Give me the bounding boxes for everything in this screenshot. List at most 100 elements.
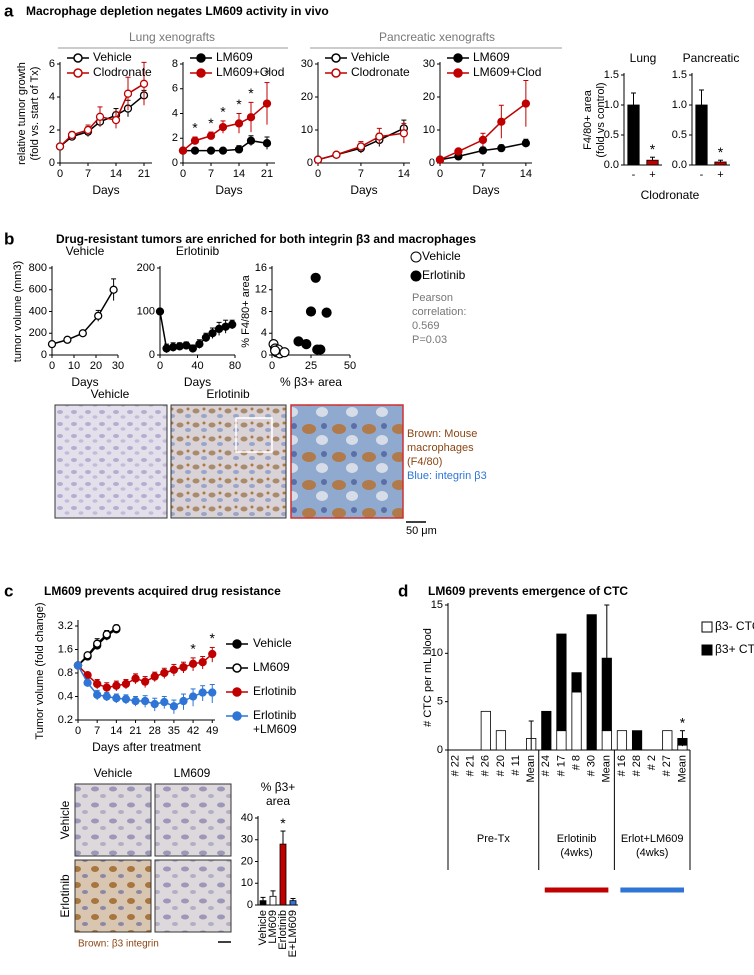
x-tick-label: 0 — [315, 168, 321, 180]
y-tick-label: 4 — [49, 91, 55, 103]
x-tick-label: 14 — [110, 168, 122, 180]
data-point — [313, 155, 323, 164]
image-legend: Brown: Mouse — [407, 428, 477, 440]
data-point — [83, 651, 92, 660]
data-point — [332, 150, 341, 159]
x-tick-label: # 26 — [480, 755, 492, 776]
data-point — [321, 307, 332, 318]
data-point — [155, 307, 165, 316]
data-point — [206, 131, 216, 140]
significance: * — [208, 115, 214, 131]
panel-title: Macrophage depletion negates LM609 activ… — [26, 4, 329, 18]
x-tick-label: + — [717, 169, 723, 181]
data-point — [478, 135, 488, 145]
bar — [269, 895, 277, 906]
panel-letter: c — [4, 581, 13, 600]
y-axis-label: tumor volume (mm3) — [12, 261, 24, 362]
x-tick-label: # 21 — [465, 755, 477, 776]
x-tick-label: 14 — [110, 725, 122, 737]
data-point — [270, 345, 281, 356]
x-axis-label: Days — [215, 183, 242, 197]
x-tick-label: # 28 — [631, 755, 643, 776]
histology-image — [154, 783, 232, 857]
y-tick-label: 12 — [255, 284, 267, 296]
data-point — [188, 344, 197, 353]
data-point — [93, 690, 102, 699]
bar — [646, 159, 659, 166]
bar — [571, 672, 582, 693]
image-caption: Brown: β3 integrin — [78, 939, 159, 950]
significance: * — [718, 144, 724, 160]
bar — [556, 730, 567, 751]
data-point — [315, 344, 326, 355]
data-point — [305, 306, 317, 317]
significance: * — [190, 641, 196, 657]
panel-title: LM609 prevents acquired drug resistance — [44, 584, 281, 598]
histology-image — [74, 783, 152, 857]
y-tick-label: 600 — [29, 284, 47, 296]
legend-marker — [232, 663, 242, 673]
legend-label: Clodronate — [351, 65, 410, 79]
y-tick-label: 0.5 — [672, 129, 687, 141]
legend-label: Erlotinib +LM609 — [253, 708, 297, 736]
bar — [480, 710, 491, 751]
data-point — [179, 663, 188, 672]
legend-marker — [232, 711, 242, 721]
data-point — [234, 119, 244, 128]
legend-label: Clodronate — [93, 65, 152, 79]
x-tick-label: 7 — [85, 168, 91, 180]
data-point — [83, 125, 93, 135]
x-tick-label: 14 — [520, 168, 532, 180]
y-tick-label: 100 — [137, 305, 155, 317]
group-label: Erlot+LM609 — [621, 833, 684, 845]
data-point — [179, 696, 188, 706]
image-label: Vehicle — [91, 387, 130, 401]
significance: * — [220, 104, 226, 120]
bar — [541, 710, 552, 751]
x-axis-label: Days — [184, 375, 211, 389]
data-point — [208, 649, 217, 659]
y-tick-label: 4 — [172, 107, 178, 119]
data-point — [55, 142, 65, 151]
data-point — [169, 702, 179, 711]
significance: * — [650, 141, 656, 157]
y-tick-label: 0 — [149, 349, 155, 361]
data-point — [95, 112, 105, 121]
legend-label: LM609 — [473, 50, 510, 64]
bar — [631, 730, 643, 751]
x-tick-label: 7 — [94, 725, 100, 737]
x-tick-label: # 30 — [586, 755, 598, 776]
y-tick-label: 6 — [49, 58, 55, 70]
y-tick-label: 0 — [41, 349, 47, 361]
y-tick-label: 8 — [172, 58, 178, 70]
data-point — [168, 343, 178, 352]
legend-label: Vehicle — [351, 50, 390, 64]
y-axis-label: % F4/80+ area — [240, 274, 252, 347]
data-point — [63, 335, 72, 344]
x-tick-label: - — [700, 169, 704, 181]
data-point — [190, 136, 200, 145]
chart-title: Vehicle — [66, 244, 105, 258]
group-label: (4wks) — [636, 847, 668, 859]
group-heading: Pancreatic xenografts — [379, 30, 495, 44]
significance: * — [280, 815, 286, 831]
x-tick-label: # 16 — [616, 755, 628, 776]
data-point — [109, 285, 118, 294]
x-tick-label: 7 — [358, 168, 364, 180]
data-point — [121, 679, 131, 689]
data-point — [112, 681, 121, 690]
image-legend: (F4/80) — [407, 456, 442, 468]
significance: * — [236, 96, 242, 112]
y-tick-label: 0.0 — [604, 159, 619, 171]
y-tick-label: 10 — [423, 124, 435, 136]
x-tick-label: Mean — [601, 755, 613, 783]
legend-swatch — [701, 621, 713, 633]
y-tick-label: 40 — [241, 812, 253, 824]
data-point — [94, 311, 103, 321]
x-tick-label: 0 — [437, 168, 443, 180]
y-tick-label: 1.5 — [604, 69, 619, 81]
y-tick-label: 0 — [437, 744, 443, 756]
legend-label: LM609+Clod — [216, 65, 284, 79]
image-label: LM609 — [174, 766, 211, 780]
y-tick-label: 1.6 — [58, 643, 73, 655]
